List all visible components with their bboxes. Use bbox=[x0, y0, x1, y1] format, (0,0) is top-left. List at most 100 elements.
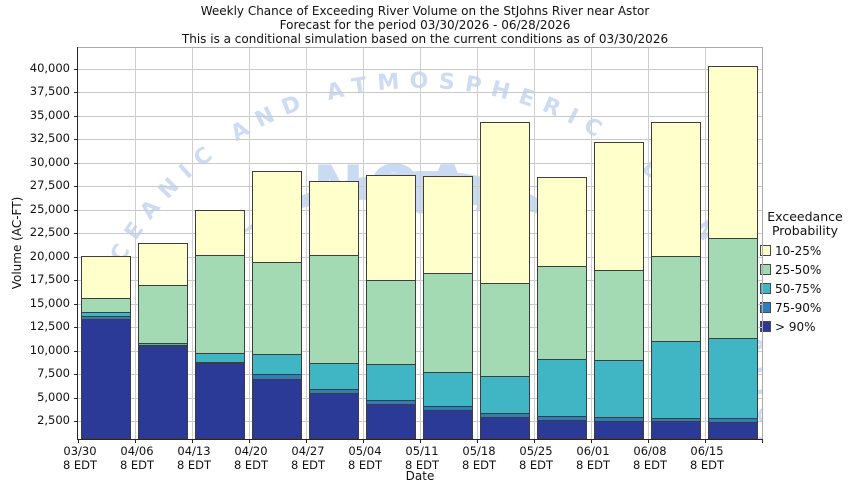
segment-p90 bbox=[310, 393, 358, 438]
x-axis-tick bbox=[534, 439, 535, 443]
y-axis-tick-label: 7,500 bbox=[37, 366, 70, 380]
y-axis-tick bbox=[74, 233, 78, 234]
legend-label: 25-50% bbox=[775, 262, 822, 277]
y-axis-tick-label: 37,500 bbox=[29, 84, 70, 98]
tick-date: 06/01 bbox=[576, 444, 610, 458]
tick-date: 04/20 bbox=[234, 444, 268, 458]
y-axis-tick bbox=[74, 280, 78, 281]
legend-label: 50-75% bbox=[775, 281, 822, 296]
y-axis-tick bbox=[74, 116, 78, 117]
stacked-bar-03-30 bbox=[81, 256, 131, 439]
x-axis-tick bbox=[648, 439, 649, 443]
x-axis-tick-label: 04/27 8 EDT bbox=[291, 444, 325, 472]
gridline-vertical bbox=[477, 48, 478, 439]
y-axis-tick bbox=[74, 92, 78, 93]
x-axis-tick bbox=[249, 439, 250, 443]
stacked-bar-05-18 bbox=[480, 122, 530, 439]
gridline-vertical bbox=[648, 48, 649, 439]
x-axis-tick-label: 05/18 8 EDT bbox=[462, 444, 496, 472]
legend-swatch-icon bbox=[760, 245, 771, 256]
legend-entry: 25-50% bbox=[760, 262, 850, 277]
chart-subtitle: Forecast for the period 03/30/2026 - 06/… bbox=[279, 18, 571, 32]
x-axis-tick-label: 05/25 8 EDT bbox=[519, 444, 553, 472]
x-axis-tick-label: 05/04 8 EDT bbox=[348, 444, 382, 472]
y-axis-tick-label: 17,500 bbox=[29, 272, 70, 286]
x-axis-tick bbox=[135, 439, 136, 443]
gridline-vertical bbox=[306, 48, 307, 439]
legend-label: > 90% bbox=[775, 319, 816, 334]
y-axis-tick bbox=[74, 374, 78, 375]
x-axis-tick-label: 06/08 8 EDT bbox=[633, 444, 667, 472]
segment-p90 bbox=[652, 421, 700, 438]
tick-time: 8 EDT bbox=[290, 458, 326, 472]
x-axis-tick-label: 06/15 8 EDT bbox=[690, 444, 724, 472]
tick-time: 8 EDT bbox=[233, 458, 269, 472]
y-axis-tick bbox=[74, 69, 78, 70]
stacked-bar-04-27 bbox=[309, 181, 359, 439]
legend-title-2: Probability bbox=[771, 223, 839, 238]
tick-time: 8 EDT bbox=[518, 458, 554, 472]
y-axis-tick-label: 40,000 bbox=[29, 61, 70, 75]
segment-p90 bbox=[481, 417, 529, 438]
x-axis-tick-label: 06/01 8 EDT bbox=[576, 444, 610, 472]
top-spine bbox=[78, 47, 763, 48]
y-axis-tick bbox=[74, 351, 78, 352]
legend-entry: 50-75% bbox=[760, 281, 850, 296]
legend-label: 10-25% bbox=[775, 243, 822, 258]
y-axis-tick bbox=[74, 421, 78, 422]
y-axis-tick-label: 22,500 bbox=[29, 225, 70, 239]
x-axis-title: Date bbox=[405, 469, 435, 483]
segment-p90 bbox=[139, 346, 187, 438]
y-axis-tick bbox=[74, 186, 78, 187]
tick-time: 8 EDT bbox=[119, 458, 155, 472]
segment-p90 bbox=[595, 421, 643, 438]
y-axis-tick-label: 2,500 bbox=[37, 413, 70, 427]
y-axis-line bbox=[77, 47, 78, 440]
legend-label: 75-90% bbox=[775, 300, 822, 315]
segment-p90 bbox=[424, 410, 472, 438]
tick-date: 04/27 bbox=[291, 444, 325, 458]
y-axis-tick-label: 25,000 bbox=[29, 202, 70, 216]
stacked-bar-04-20 bbox=[252, 171, 302, 439]
y-axis-tick-label: 5,000 bbox=[37, 390, 70, 404]
x-axis-tick-label: 04/06 8 EDT bbox=[120, 444, 154, 472]
y-axis-tick bbox=[74, 139, 78, 140]
gridline-vertical bbox=[420, 48, 421, 439]
legend: Exceedance Probability 10-25% 25-50% 50-75… bbox=[760, 209, 850, 334]
segment-p90 bbox=[82, 319, 130, 438]
y-axis-tick bbox=[74, 257, 78, 258]
tick-date: 05/18 bbox=[462, 444, 496, 458]
stacked-bar-04-13 bbox=[195, 210, 245, 439]
y-axis-tick bbox=[74, 398, 78, 399]
x-axis-tick bbox=[477, 439, 478, 443]
y-axis-tick bbox=[74, 304, 78, 305]
gridline-vertical bbox=[534, 48, 535, 439]
segment-p90 bbox=[253, 379, 301, 438]
legend-entry: > 90% bbox=[760, 319, 850, 334]
x-axis-tick bbox=[363, 439, 364, 443]
y-axis-tick-label: 35,000 bbox=[29, 108, 70, 122]
tick-date: 06/08 bbox=[633, 444, 667, 458]
gridline-vertical bbox=[705, 48, 706, 439]
legend-title: Exceedance bbox=[767, 209, 843, 224]
gridline-vertical bbox=[591, 48, 592, 439]
y-axis-tick-label: 32,500 bbox=[29, 131, 70, 145]
legend-swatch-icon bbox=[760, 321, 771, 332]
y-axis-tick-label: 30,000 bbox=[29, 155, 70, 169]
y-axis-tick-label: 20,000 bbox=[29, 249, 70, 263]
y-axis-tick-label: 12,500 bbox=[29, 319, 70, 333]
x-axis-tick bbox=[78, 439, 79, 443]
tick-date: 04/13 bbox=[177, 444, 211, 458]
segment-p90 bbox=[538, 420, 586, 438]
x-axis-tick bbox=[705, 439, 706, 443]
tick-date: 05/11 bbox=[405, 444, 439, 458]
x-axis-tick bbox=[306, 439, 307, 443]
legend-entry: 75-90% bbox=[760, 300, 850, 315]
y-axis-tick bbox=[74, 327, 78, 328]
x-axis-tick-label: 04/13 8 EDT bbox=[177, 444, 211, 472]
tick-time: 8 EDT bbox=[632, 458, 668, 472]
segment-p90 bbox=[367, 404, 415, 438]
gridline-vertical bbox=[249, 48, 250, 439]
x-axis-tick-label: 05/11 8 EDT bbox=[405, 444, 439, 472]
tick-date: 05/25 bbox=[519, 444, 553, 458]
